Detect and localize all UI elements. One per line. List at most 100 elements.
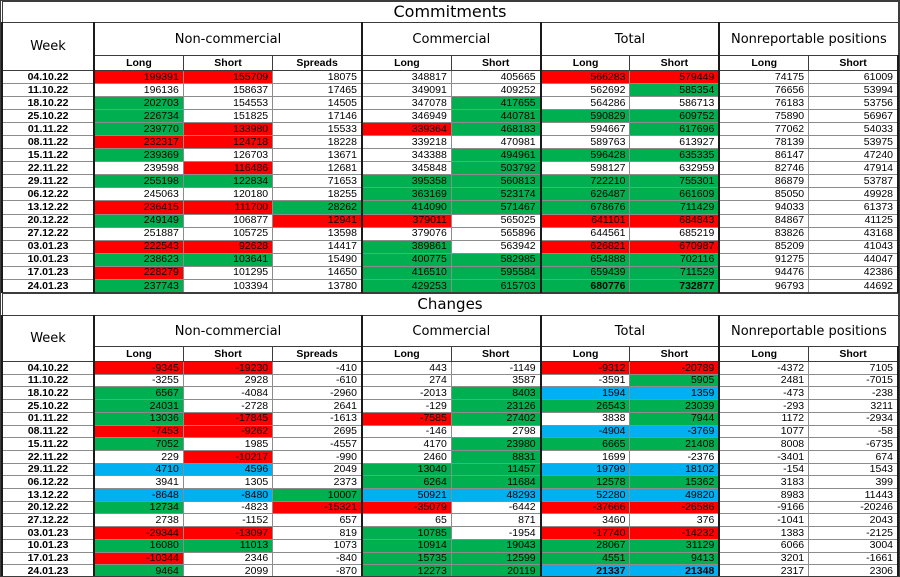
table-row: 20.12.22 249149 106877 12941 379011 565025 641…	[1, 213, 899, 228]
value-cell: 429253	[360, 278, 452, 294]
value-cell: 3183	[718, 475, 810, 490]
value-cell: 399	[808, 475, 899, 490]
value-cell: 13671	[272, 148, 363, 163]
value-cell: 28262	[272, 200, 363, 215]
week-cell: 08.11.22	[1, 135, 95, 150]
week-cell: 22.11.22	[1, 449, 95, 464]
value-cell: 8403	[450, 386, 542, 401]
value-cell: -129	[360, 399, 452, 413]
value-cell: 6066	[718, 538, 810, 553]
value-cell: 155709	[182, 69, 274, 85]
value-cell: 23980	[450, 437, 542, 451]
value-cell: 21348	[629, 564, 720, 576]
value-cell: 83826	[718, 226, 810, 241]
value-cell: 78139	[718, 135, 810, 150]
column-header-cell: Long	[718, 55, 810, 71]
value-cell: 1985	[182, 437, 274, 451]
value-cell: 345848	[360, 161, 452, 176]
value-cell: 644561	[539, 226, 631, 241]
value-cell: -3591	[539, 373, 631, 388]
value-cell: -10344	[92, 551, 184, 566]
week-cell: 18.10.22	[1, 386, 95, 401]
column-header-cell: Short	[450, 55, 542, 71]
value-cell: -4372	[718, 361, 810, 375]
column-header-cell: Short	[629, 346, 720, 362]
value-cell: -9166	[718, 500, 810, 515]
value-cell: 42386	[808, 265, 899, 280]
value-cell: 7105	[808, 361, 899, 375]
value-cell: 684843	[629, 213, 720, 228]
value-cell: 563942	[450, 239, 542, 254]
column-header-cell: Short	[182, 346, 274, 362]
value-cell: 6567	[92, 386, 184, 401]
value-cell: 11013	[182, 538, 274, 553]
value-cell: -2013	[360, 386, 452, 401]
value-cell: -610	[272, 373, 363, 388]
value-cell: -20246	[808, 500, 899, 515]
value-cell: 670987	[629, 239, 720, 254]
value-cell: -238	[808, 386, 899, 401]
value-cell: 680776	[539, 278, 631, 294]
value-cell: -146	[360, 424, 452, 439]
value-cell: -17845	[182, 411, 274, 426]
value-cell: 14650	[272, 265, 363, 280]
value-cell: 18228	[272, 135, 363, 150]
value-cell: 819	[272, 526, 363, 540]
value-cell: 13598	[272, 226, 363, 241]
table-row: 17.01.23 -10344 2346 -840 15735 12599 4551 9413…	[1, 551, 899, 566]
value-cell: 12734	[92, 500, 184, 515]
value-cell: 44692	[808, 278, 899, 294]
value-cell: -2728	[182, 399, 274, 413]
value-cell: 379076	[360, 226, 452, 241]
value-cell: 61373	[808, 200, 899, 215]
value-cell: 416510	[360, 265, 452, 280]
value-cell: 21408	[629, 437, 720, 451]
value-cell: 2373	[272, 475, 363, 490]
value-cell: 151825	[182, 109, 274, 124]
table-title: Commitments	[1, 1, 899, 23]
value-cell: 96793	[718, 278, 810, 294]
value-cell: 124718	[182, 135, 274, 150]
column-header-cell: Long	[92, 346, 184, 362]
value-cell: 582985	[450, 252, 542, 267]
value-cell: 17465	[272, 83, 363, 98]
value-cell: 106877	[182, 213, 274, 228]
value-cell: 1073	[272, 538, 363, 553]
value-cell: 222543	[92, 239, 184, 254]
value-cell: 755301	[629, 174, 720, 189]
value-cell: 2346	[182, 551, 274, 566]
value-cell: 53787	[808, 174, 899, 189]
value-cell: 2460	[360, 449, 452, 464]
value-cell: 732877	[629, 278, 720, 294]
value-cell: 3460	[539, 513, 631, 528]
value-cell: 21337	[539, 564, 631, 576]
value-cell: 18102	[629, 462, 720, 477]
value-cell: 1077	[718, 424, 810, 439]
value-cell: -3769	[629, 424, 720, 439]
group-header-cell: Total	[539, 22, 720, 56]
value-cell: 2049	[272, 462, 363, 477]
value-cell: 579449	[629, 69, 720, 85]
value-cell: 4710	[92, 462, 184, 477]
value-cell: 239369	[92, 148, 184, 163]
value-cell: -1149	[450, 361, 542, 375]
week-cell: 27.12.22	[1, 226, 95, 241]
value-cell: 91275	[718, 252, 810, 267]
value-cell: 19043	[450, 538, 542, 553]
value-cell: 379011	[360, 213, 452, 228]
value-cell: 685219	[629, 226, 720, 241]
value-cell: -3401	[718, 449, 810, 464]
value-cell: 711529	[629, 265, 720, 280]
column-header-cell: Spreads	[272, 346, 363, 362]
value-cell: 14417	[272, 239, 363, 254]
value-cell: -293	[718, 399, 810, 413]
value-cell: -20789	[629, 361, 720, 375]
value-cell: 122834	[182, 174, 274, 189]
column-header-cell: Long	[360, 55, 452, 71]
value-cell: 76183	[718, 96, 810, 111]
value-cell: 5905	[629, 373, 720, 388]
value-cell: 48293	[450, 488, 542, 502]
value-cell: -58	[808, 424, 899, 439]
value-cell: 196136	[92, 83, 184, 98]
